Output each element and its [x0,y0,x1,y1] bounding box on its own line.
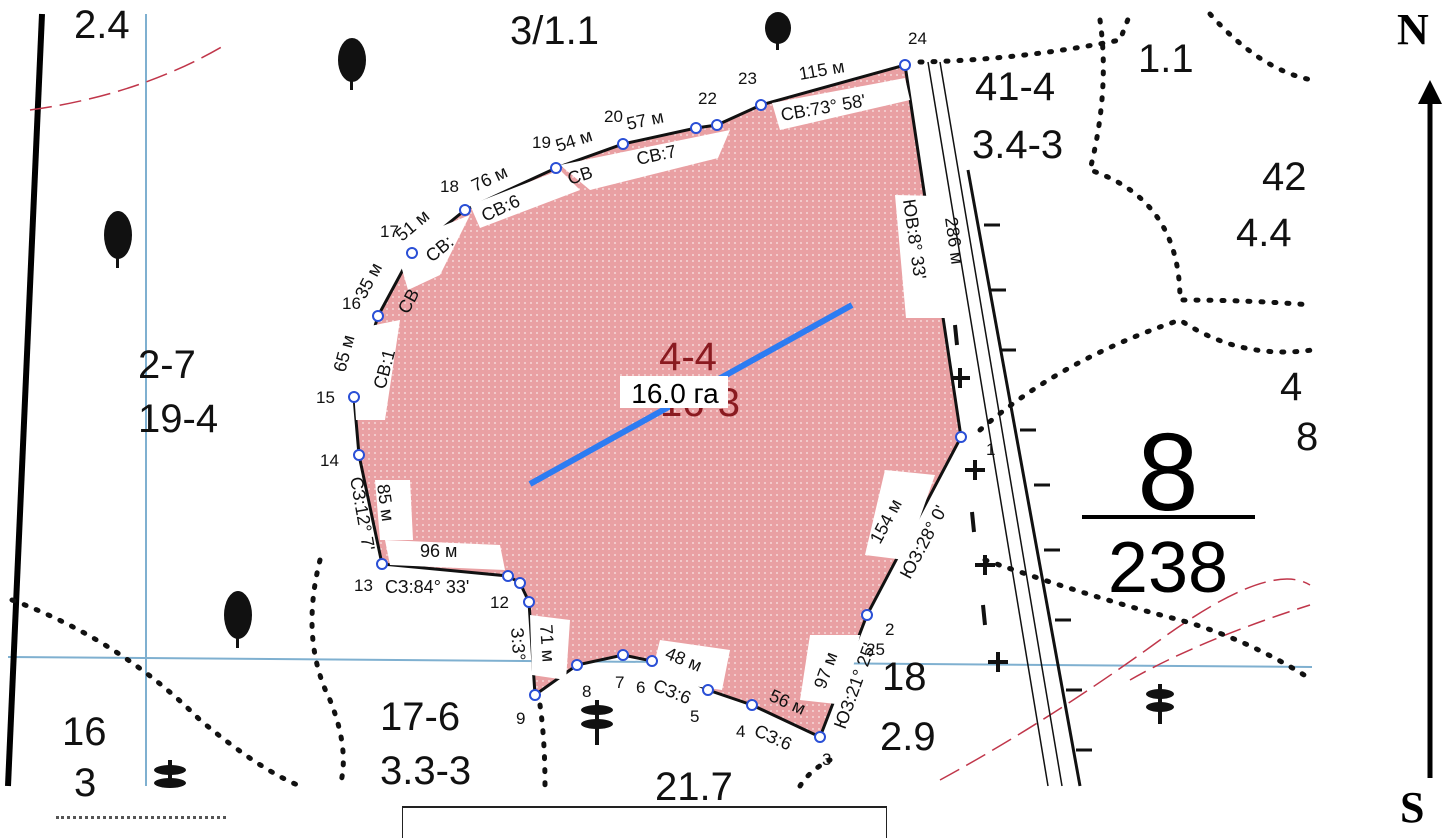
parcel-area-label: 16.0 га [631,378,719,409]
compartment-label-top: 2-7 [138,343,196,387]
compartment-boundaries [9,11,1315,789]
edge-length: 96 м [420,541,457,561]
vertex-label: 16 [342,294,361,313]
vertex-label: 23 [738,69,757,88]
conifer-icon [581,700,613,745]
vertex-label: 12 [490,593,509,612]
tree-icon [104,211,132,268]
vertex-label: 17 [380,222,399,241]
edge-bearing: СЗ:84° 33' [385,577,469,597]
vertex-label: 3 [822,750,831,769]
compass-north-label: N [1397,5,1429,54]
vertex-label: 13 [354,576,373,595]
road-ticks [984,223,1092,752]
boundary-cross-markers [950,324,1008,672]
map-fragment-label: 3/1.1 [510,9,599,53]
compartment-label-bottom: 3.4-3 [972,123,1063,167]
cropped-legend-line [56,816,226,825]
vertex-label: 9 [516,709,525,728]
compartment-label-bottom: 2.9 [880,715,936,759]
compartment-label-top: 41-4 [975,65,1055,109]
vertex-label: 14 [320,451,339,470]
road-double-line [927,61,1082,787]
edge-length: 71 м [536,624,559,663]
compass-south-label: S [1400,783,1425,832]
compartment-label-top: 17-6 [380,695,460,739]
conifer-icon [1146,684,1174,724]
vertex-label: 1 [986,440,995,459]
vertex-label: 7 [615,673,624,692]
compartment-label-bottom: 3.3-3 [380,749,471,793]
vertex-label: 2 [885,620,894,639]
compartment-label-bottom: 3 [74,761,96,805]
contour-line [1129,604,1311,681]
quarter-number: 8 [1137,411,1198,534]
edge-label-strips [350,78,945,705]
road-line-left [5,13,45,787]
compartment-label-bottom: 19-4 [138,397,218,441]
scale-bar-frame [402,806,887,838]
tree-icon [765,12,791,50]
contour-line [939,578,1311,781]
quarter-area: 238 [1108,528,1228,608]
vertex-label: 19 [532,133,551,152]
map-fragment-label: 2.4 [74,3,130,47]
vertex-markers [348,59,967,743]
tree-icon [338,38,366,90]
compartment-label-bottom: 8 [1296,415,1318,459]
compartment-label-bottom: 4.4 [1236,211,1292,255]
vertex-label: 15 [316,388,335,407]
vertex-label: 20 [604,107,623,126]
map-fragment-label: 21.7 [655,765,733,809]
vertex-label: 24 [908,29,927,48]
vertex-label: 8 [582,682,591,701]
parcel-id-top: 4-4 [659,335,717,379]
compartment-label-top: 4 [1280,365,1302,409]
vertex-label: 25 [866,640,885,659]
vertex-label: 22 [698,89,717,108]
compartment-label-top: 18 [882,655,927,699]
map-fragment-label: 1.1 [1138,37,1194,81]
vertex-label: 4 [736,722,745,741]
conifer-icon [154,760,186,788]
vertex-label: 5 [690,707,699,726]
compartment-label-top: 16 [62,710,107,754]
edge-bearing: З:3° [507,627,529,661]
vertex-label: 18 [440,177,459,196]
compartment-label-top: 42 [1262,155,1307,199]
vertex-label: 6 [636,678,645,697]
north-arrow-head [1418,80,1442,104]
tree-icon [224,591,252,648]
contour-line [29,44,226,111]
